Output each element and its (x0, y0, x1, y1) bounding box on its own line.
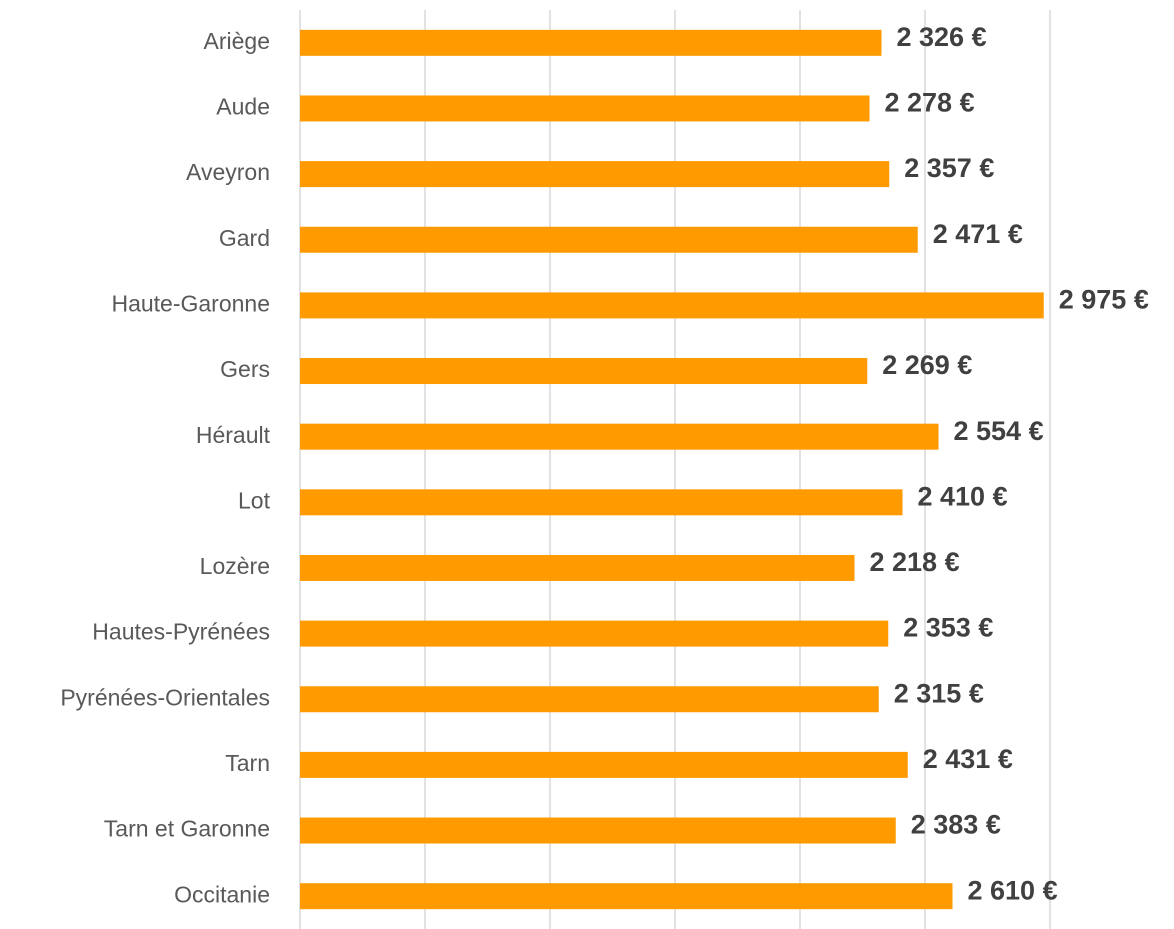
bar (300, 423, 939, 450)
bar (300, 686, 879, 713)
bar (300, 292, 1044, 319)
category-label: Gers (220, 356, 270, 382)
category-label: Lot (238, 487, 271, 513)
value-label: 2 410 € (918, 481, 1008, 511)
category-label: Pyrénées-Orientales (60, 684, 270, 710)
category-label: Aude (216, 94, 270, 120)
bar (300, 358, 868, 385)
bar (300, 817, 896, 844)
value-label: 2 278 € (885, 88, 975, 118)
category-label: Gard (219, 225, 270, 251)
value-label: 2 383 € (911, 810, 1001, 840)
category-label: Occitanie (174, 881, 270, 907)
bar (300, 554, 855, 581)
bar (300, 95, 870, 122)
value-label: 2 431 € (923, 744, 1013, 774)
bar (300, 161, 890, 188)
value-label: 2 471 € (933, 219, 1023, 249)
bar (300, 883, 953, 910)
value-label: 2 610 € (968, 875, 1058, 905)
value-label: 2 975 € (1059, 285, 1149, 315)
category-label: Tarn (225, 750, 270, 776)
category-label: Ariège (204, 28, 270, 54)
category-label: Aveyron (186, 159, 270, 185)
category-label: Lozère (200, 553, 270, 579)
value-label: 2 269 € (882, 350, 972, 380)
bar (300, 489, 903, 516)
bar (300, 29, 882, 56)
category-label: Tarn et Garonne (104, 816, 270, 842)
bar (300, 620, 889, 647)
category-label: Hérault (196, 422, 271, 448)
bar (300, 226, 918, 253)
bar (300, 751, 908, 778)
category-label: Hautes-Pyrénées (92, 619, 270, 645)
value-label: 2 315 € (894, 678, 984, 708)
category-label: Haute-Garonne (111, 290, 270, 316)
value-label: 2 326 € (897, 22, 987, 52)
value-label: 2 357 € (904, 153, 994, 183)
value-label: 2 218 € (870, 547, 960, 577)
value-label: 2 554 € (954, 416, 1044, 446)
value-label: 2 353 € (903, 613, 993, 643)
